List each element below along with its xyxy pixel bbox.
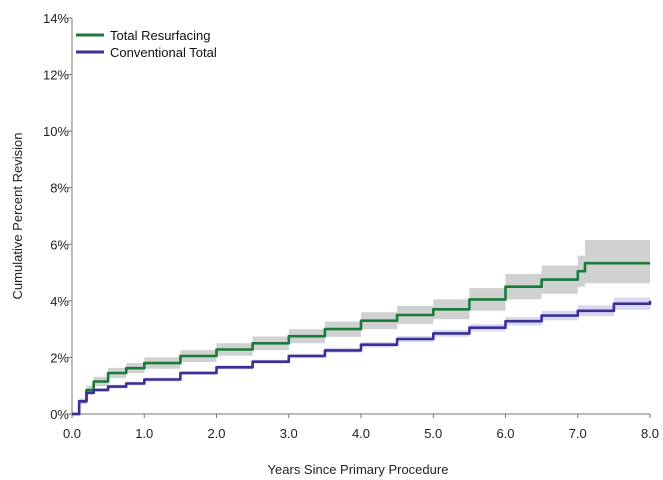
series-line-total-resurfacing: [72, 261, 650, 416]
legend-label-conventional-total: Conventional Total: [110, 45, 217, 60]
y-tick-label: 0%: [50, 407, 69, 422]
y-tick-label: 2%: [50, 350, 69, 365]
confidence-band-conventional-total: [72, 294, 650, 414]
x-tick-label: 4.0: [352, 426, 370, 441]
y-tick-label: 12%: [43, 68, 69, 83]
x-tick-label: 6.0: [496, 426, 514, 441]
y-tick-label: 8%: [50, 181, 69, 196]
series-line-conventional-total: [72, 300, 652, 416]
legend-label-total-resurfacing: Total Resurfacing: [110, 28, 210, 43]
y-tick-label: 4%: [50, 294, 69, 309]
legend: Total Resurfacing Conventional Total: [76, 28, 217, 60]
x-tick-label: 2.0: [207, 426, 225, 441]
x-tick-label: 3.0: [280, 426, 298, 441]
y-axis-title: Cumulative Percent Revision: [10, 133, 25, 300]
x-axis-title: Years Since Primary Procedure: [268, 462, 449, 477]
x-tick-label: 1.0: [135, 426, 153, 441]
x-tick-label: 7.0: [569, 426, 587, 441]
x-tick-label: 8.0: [641, 426, 659, 441]
series-lines: [72, 261, 652, 416]
y-tick-label: 6%: [50, 237, 69, 252]
y-tick-label: 10%: [43, 124, 69, 139]
tick-labels: 0% 2% 4% 6% 8% 10% 12% 14% 0.0 1.0 2.0 3.0 4.0 5.0 6.0…: [43, 11, 659, 441]
x-tick-label: 0.0: [63, 426, 81, 441]
x-tick-label: 5.0: [424, 426, 442, 441]
y-tick-label: 14%: [43, 11, 69, 26]
